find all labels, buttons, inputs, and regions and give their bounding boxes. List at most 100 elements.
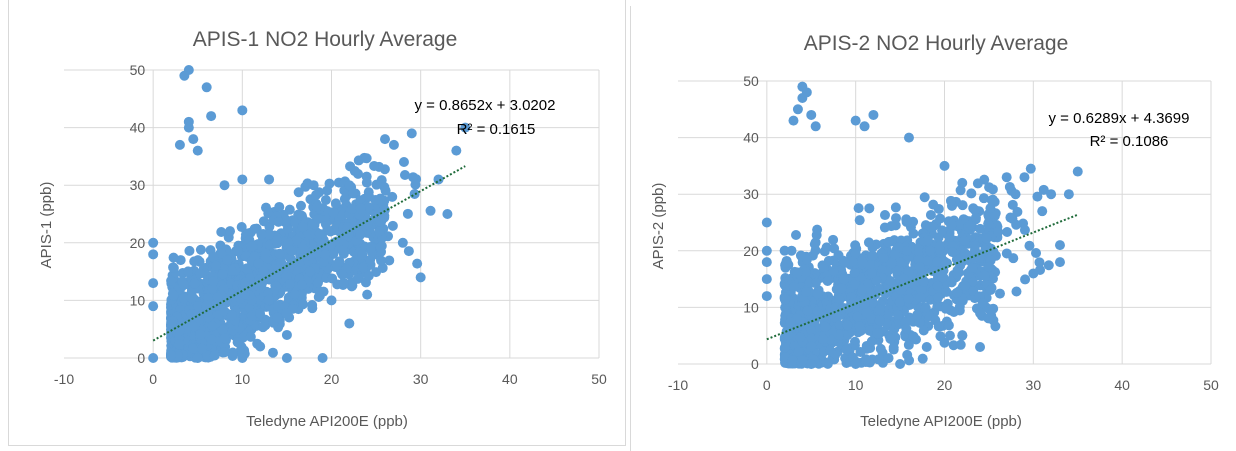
data-point [1034, 257, 1045, 268]
data-point [888, 342, 899, 353]
data-point [433, 174, 444, 185]
data-point [202, 350, 213, 361]
data-point [148, 237, 159, 248]
data-point [406, 128, 417, 139]
y-axis-title: APIS-1 (ppb) [38, 182, 55, 269]
data-point [412, 258, 423, 269]
data-point [810, 121, 821, 132]
data-point [1032, 191, 1043, 202]
data-point [872, 328, 883, 339]
data-point [890, 213, 901, 224]
data-point [1043, 260, 1054, 271]
data-point [918, 276, 929, 287]
data-point [263, 208, 274, 219]
data-point [183, 65, 194, 75]
data-point [801, 87, 812, 98]
data-point [875, 343, 886, 354]
data-point [197, 343, 208, 354]
data-point [237, 174, 248, 185]
trendline-r2: R² = 0.1086 [1090, 133, 1169, 150]
data-point [983, 261, 994, 272]
data-point [896, 285, 907, 296]
x-tick-label: 10 [235, 371, 251, 387]
data-point [1028, 268, 1039, 279]
data-point [388, 139, 399, 150]
data-point [932, 256, 943, 267]
data-point [334, 256, 345, 267]
data-point [889, 250, 900, 261]
data-point [857, 284, 868, 295]
data-point [883, 353, 894, 364]
data-point [822, 358, 833, 369]
data-point [903, 266, 914, 277]
data-point [935, 331, 946, 342]
data-point [970, 212, 981, 223]
data-point [363, 202, 374, 213]
data-point [993, 226, 1004, 237]
data-point [1005, 212, 1016, 223]
data-point [311, 189, 322, 200]
data-point [850, 115, 861, 126]
data-point [201, 82, 212, 93]
data-point [327, 240, 338, 251]
data-point [353, 155, 364, 166]
data-point [983, 218, 994, 229]
data-point [788, 115, 799, 126]
y-tick-label: 0 [137, 350, 145, 366]
data-point [925, 209, 936, 220]
y-tick-label: 40 [130, 120, 146, 136]
data-point [981, 233, 992, 244]
data-point [225, 226, 236, 237]
data-point [871, 275, 882, 286]
x-tick-label: -10 [54, 371, 74, 387]
data-point [192, 145, 203, 156]
data-point [216, 248, 227, 259]
data-point [978, 193, 989, 204]
data-point [761, 274, 772, 285]
data-point [966, 188, 977, 199]
data-point [975, 308, 986, 319]
data-point [842, 320, 853, 331]
data-point [946, 219, 957, 230]
data-point [852, 311, 863, 322]
data-point [398, 156, 409, 167]
data-point [854, 215, 865, 226]
data-point [761, 217, 772, 228]
data-point [874, 315, 885, 326]
chart-title: APIS-2 NO2 Hourly Average [804, 32, 1069, 55]
data-point [908, 331, 919, 342]
data-point [761, 291, 772, 302]
data-point [855, 347, 866, 358]
data-point [201, 300, 212, 311]
data-point [808, 316, 819, 327]
data-point [861, 354, 872, 365]
data-point [791, 229, 802, 240]
data-point [868, 297, 879, 308]
data-point [912, 309, 923, 320]
data-point [951, 287, 962, 298]
data-point [241, 263, 252, 274]
data-point [168, 263, 179, 274]
data-point [908, 228, 919, 239]
data-point [1001, 248, 1012, 259]
data-point [891, 265, 902, 276]
data-point [987, 194, 998, 205]
data-point [780, 294, 791, 305]
data-point [866, 336, 877, 347]
data-point [296, 280, 307, 291]
y-tick-label: 10 [743, 299, 759, 315]
data-point [954, 267, 965, 278]
x-tick-label: 10 [848, 377, 864, 393]
data-point [922, 235, 933, 246]
data-point [272, 300, 283, 311]
data-point [1019, 225, 1030, 236]
y-tick-label: 10 [130, 292, 146, 308]
data-point [357, 249, 368, 260]
data-point [822, 275, 833, 286]
chart-title: APIS-1 NO2 Hourly Average [193, 28, 458, 51]
data-point [345, 161, 356, 172]
data-point [403, 246, 414, 257]
data-point [959, 280, 970, 291]
data-point [901, 245, 912, 256]
data-point [1025, 163, 1036, 174]
